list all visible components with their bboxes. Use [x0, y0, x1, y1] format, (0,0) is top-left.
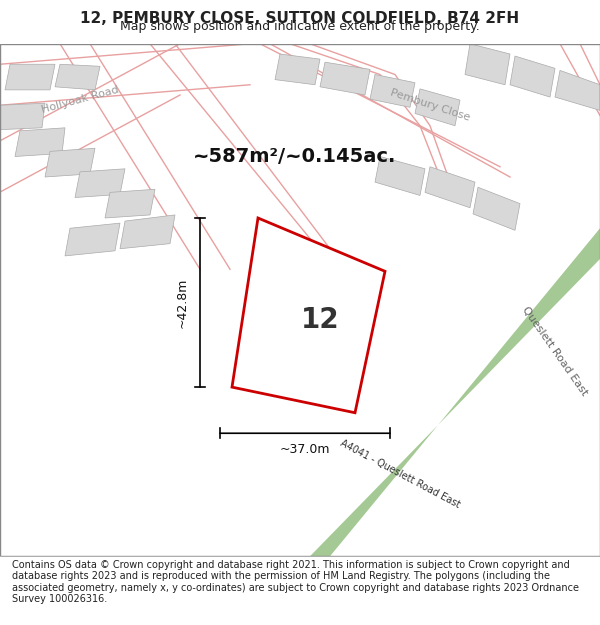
Polygon shape	[465, 44, 510, 85]
Text: ~37.0m: ~37.0m	[280, 443, 330, 456]
Polygon shape	[425, 167, 475, 208]
Polygon shape	[55, 64, 100, 90]
Polygon shape	[275, 54, 320, 85]
Text: Contains OS data © Crown copyright and database right 2021. This information is : Contains OS data © Crown copyright and d…	[12, 560, 579, 604]
Text: 12, PEMBURY CLOSE, SUTTON COLDFIELD, B74 2FH: 12, PEMBURY CLOSE, SUTTON COLDFIELD, B74…	[80, 11, 520, 26]
Polygon shape	[370, 74, 415, 108]
Polygon shape	[15, 127, 65, 156]
Polygon shape	[320, 62, 370, 95]
Polygon shape	[75, 169, 125, 198]
Polygon shape	[120, 215, 175, 249]
Polygon shape	[310, 228, 600, 556]
Polygon shape	[555, 71, 600, 111]
Polygon shape	[375, 156, 425, 196]
Text: 12: 12	[301, 306, 340, 334]
Text: Pembury Close: Pembury Close	[389, 88, 471, 123]
Polygon shape	[105, 189, 155, 218]
Text: A4041 - Queslett Road East: A4041 - Queslett Road East	[338, 438, 461, 510]
Polygon shape	[290, 316, 325, 346]
Polygon shape	[473, 188, 520, 230]
Polygon shape	[45, 148, 95, 177]
Polygon shape	[65, 223, 120, 256]
Text: ~587m²/~0.145ac.: ~587m²/~0.145ac.	[193, 147, 397, 166]
Polygon shape	[0, 103, 45, 130]
Text: Queslett Road East: Queslett Road East	[520, 305, 590, 398]
Polygon shape	[415, 89, 460, 126]
Polygon shape	[510, 56, 555, 97]
Polygon shape	[232, 218, 385, 412]
Polygon shape	[5, 64, 55, 90]
Text: ~42.8m: ~42.8m	[176, 278, 188, 328]
Text: Map shows position and indicative extent of the property.: Map shows position and indicative extent…	[120, 20, 480, 32]
Text: Hollyoak Road: Hollyoak Road	[40, 85, 120, 115]
